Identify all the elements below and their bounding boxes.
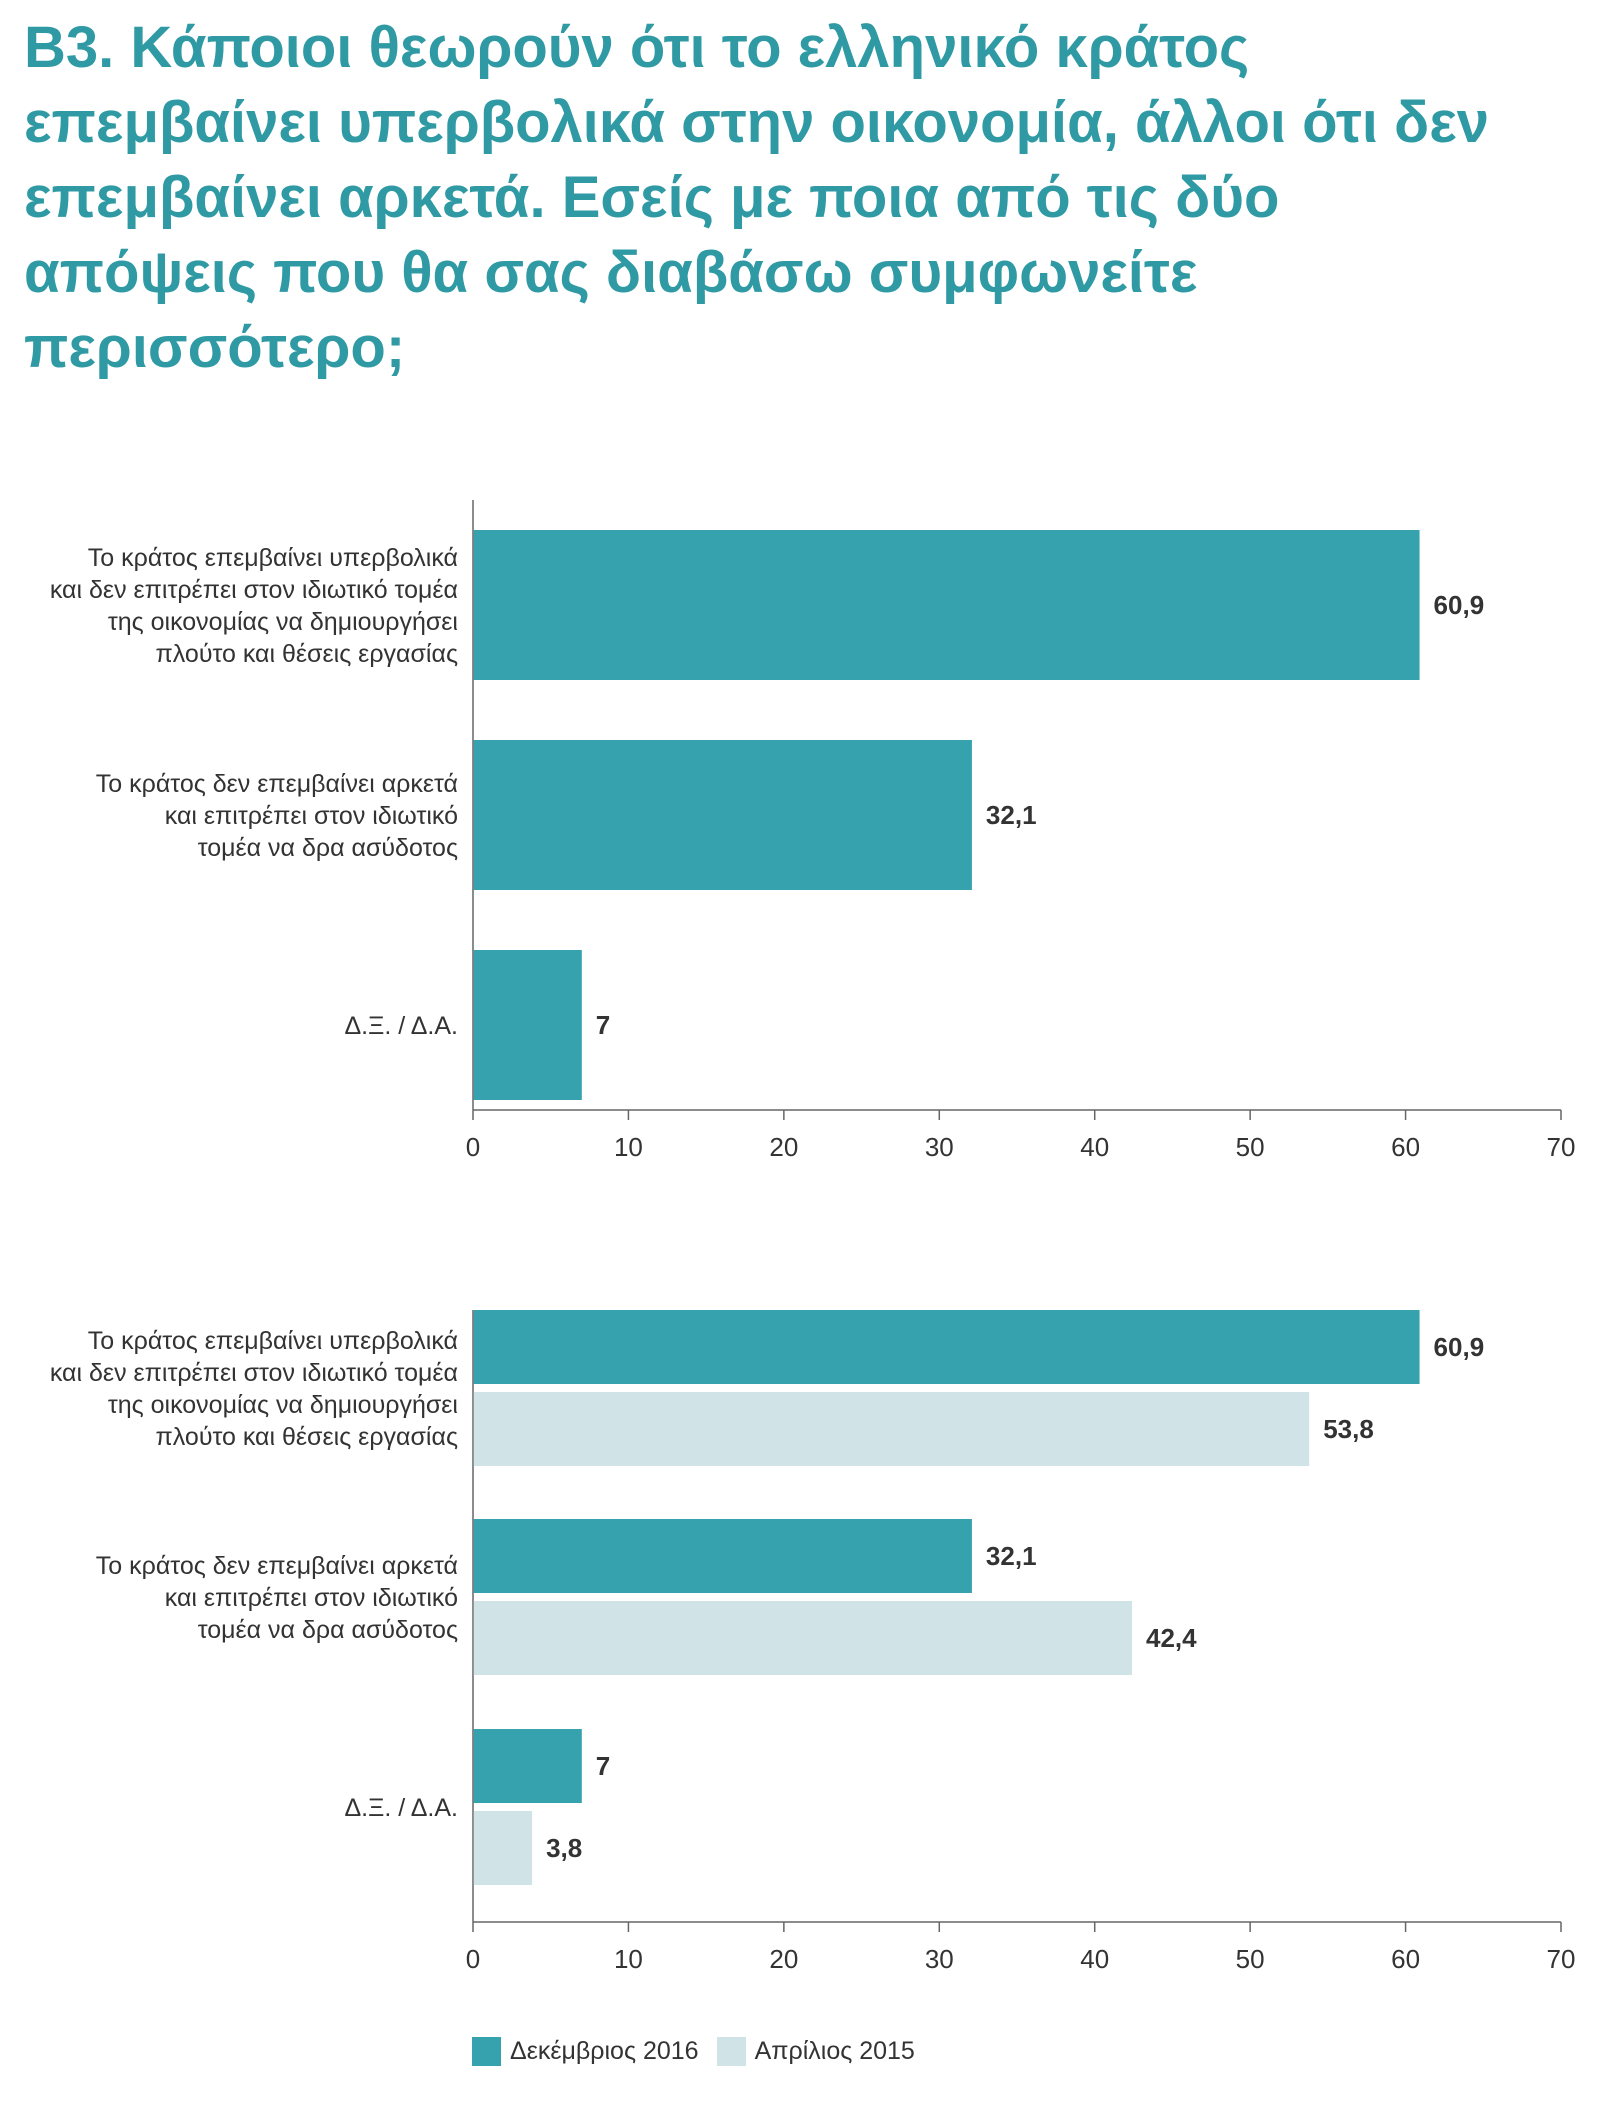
data-label: 3,8 <box>546 1833 582 1863</box>
legend-item-december-2016: Δεκέμβριος 2016 <box>472 2036 699 2066</box>
data-label: 60,9 <box>1434 590 1485 620</box>
data-label: 60,9 <box>1434 1332 1485 1362</box>
x-tick-label: 20 <box>769 1944 798 1974</box>
category-label: πλούτο και θέσεις εργασίας <box>156 640 458 668</box>
category-label: τομέα να δρα ασύδοτος <box>198 834 458 862</box>
category-label: τομέα να δρα ασύδοτος <box>198 1616 458 1644</box>
category-label: Δ.Ξ. / Δ.Α. <box>344 1012 458 1040</box>
category-label: και επιτρέπει στον ιδιωτικό <box>165 1584 458 1612</box>
category-label: της οικονομίας να δημιουργήσει <box>108 1391 458 1419</box>
bar <box>473 950 582 1100</box>
x-tick-label: 10 <box>614 1944 643 1974</box>
x-tick-label: 30 <box>925 1132 954 1162</box>
category-label: Το κράτος επεμβαίνει υπερβολικά <box>88 544 458 572</box>
chart-legend: Δεκέμβριος 2016 Απρίλιος 2015 <box>472 2034 933 2068</box>
bar-chart-comparison: 0 10 20 30 40 50 60 70 60,9 53,8 32,1 42,4 7 3,8 Το κρ… <box>50 1310 1576 1974</box>
data-label: 32,1 <box>986 800 1037 830</box>
x-tick-label: 40 <box>1080 1944 1109 1974</box>
bar <box>473 1601 1133 1675</box>
legend-swatch-december-2016 <box>472 2036 501 2066</box>
bar <box>473 740 972 890</box>
legend-swatch-april-2015 <box>716 2036 746 2066</box>
x-tick-label: 0 <box>466 1944 480 1974</box>
bar <box>473 1392 1310 1466</box>
category-label: Το κράτος επεμβαίνει υπερβολικά <box>88 1327 458 1355</box>
category-label: της οικονομίας να δημιουργήσει <box>108 608 458 636</box>
category-label: και δεν επιτρέπει στον ιδιωτικό τομέα <box>50 1359 458 1387</box>
bar <box>473 1310 1420 1384</box>
data-label: 53,8 <box>1323 1414 1374 1444</box>
x-tick-label: 30 <box>925 1944 954 1974</box>
x-tick-label: 50 <box>1236 1944 1265 1974</box>
x-tick-label: 0 <box>466 1132 480 1162</box>
data-label: 32,1 <box>986 1541 1037 1571</box>
legend-item-april-2015: Απρίλιος 2015 <box>716 2036 915 2066</box>
bar <box>473 530 1420 680</box>
x-tick-label: 20 <box>769 1132 798 1162</box>
x-tick-label: 70 <box>1547 1132 1576 1162</box>
category-label: Το κράτος δεν επεμβαίνει αρκετά <box>96 770 458 798</box>
category-label: πλούτο και θέσεις εργασίας <box>156 1423 458 1451</box>
x-tick-label: 60 <box>1391 1132 1420 1162</box>
category-label: Το κράτος δεν επεμβαίνει αρκετά <box>96 1552 458 1580</box>
bar <box>473 1519 972 1593</box>
x-tick-label: 50 <box>1236 1132 1265 1162</box>
data-label: 42,4 <box>1146 1623 1197 1653</box>
data-label: 7 <box>596 1010 610 1040</box>
x-tick-label: 40 <box>1080 1132 1109 1162</box>
x-tick-label: 70 <box>1547 1944 1576 1974</box>
x-tick-label: 60 <box>1391 1944 1420 1974</box>
category-label: Δ.Ξ. / Δ.Α. <box>344 1794 458 1822</box>
category-label: και δεν επιτρέπει στον ιδιωτικό τομέα <box>50 576 458 604</box>
legend-label-april-2015: Απρίλιος 2015 <box>754 2036 915 2065</box>
page-title: B3. Κάποιοι θεωρούν ότι το ελληνικό κράτ… <box>24 15 1490 380</box>
legend-label-december-2016: Δεκέμβριος 2016 <box>510 2036 699 2065</box>
category-label: και επιτρέπει στον ιδιωτικό <box>165 802 458 830</box>
bar <box>473 1729 582 1803</box>
bar-chart-december-2016: 0 10 20 30 40 50 60 70 60,9 32,1 7 Το κράτος επεμβα… <box>50 500 1576 1162</box>
bar <box>473 1811 533 1885</box>
data-label: 7 <box>596 1751 610 1781</box>
x-tick-label: 10 <box>614 1132 643 1162</box>
